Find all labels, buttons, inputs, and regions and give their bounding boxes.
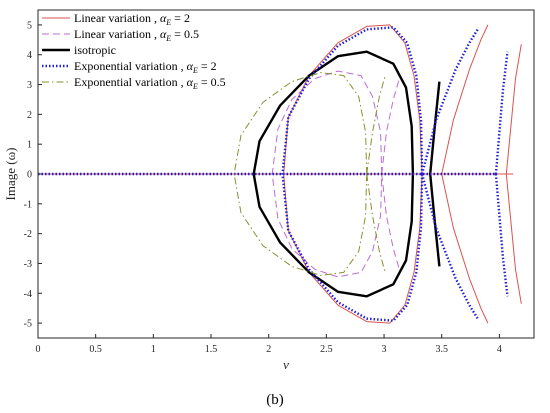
series-2-line-2	[381, 75, 401, 175]
series-5-line-3	[366, 173, 386, 273]
y-tick-label-2: 3	[27, 80, 32, 91]
y-tick-label-10: -5	[24, 319, 32, 330]
x-tick-label-6: 3	[382, 344, 387, 355]
y-tick-label-4: 1	[27, 140, 32, 151]
y-tick-label-0: 5	[27, 20, 32, 31]
series-5	[233, 72, 386, 276]
x-tick-label-5: 2.5	[320, 344, 333, 355]
x-tick-label-3: 1.5	[205, 344, 218, 355]
y-tick-label-9: -4	[24, 289, 32, 300]
x-tick-label-2: 1	[151, 344, 156, 355]
y-axis-ticks: 5 4 3 2 1 0 -1 -2 -3 -4 -5	[24, 20, 42, 330]
y-tick-label-7: -2	[24, 229, 32, 240]
y-tick-label-8: -3	[24, 259, 32, 270]
series-3-line-1	[252, 50, 415, 298]
legend-label-4: Exponential variation , αE = 2	[74, 59, 217, 75]
series-4-line-4	[420, 173, 480, 321]
x-tick-label-0: 0	[36, 344, 41, 355]
series-1-line-5	[505, 44, 522, 175]
series-1-line-4	[441, 173, 489, 324]
series-4-line-3	[420, 27, 480, 175]
series-5-line-2	[366, 75, 386, 175]
series-1-line-6	[505, 173, 522, 304]
x-tick-label-7: 3.5	[435, 344, 448, 355]
y-tick-label-1: 4	[27, 50, 32, 61]
series-5-line-1	[233, 72, 368, 276]
series-4-line-2	[281, 26, 424, 322]
y-axis-label: Image (ω)	[3, 148, 18, 201]
x-tick-label-1: 0.5	[89, 344, 102, 355]
y-tick-label-6: -1	[24, 199, 32, 210]
legend-label-1: Linear variation , αE = 2	[74, 11, 190, 27]
x-axis-label: ν	[283, 357, 289, 372]
x-axis-ticks: 0 0.5 1 1.5 2 2.5 3 3.5 4	[36, 334, 502, 355]
figure-caption: (b)	[266, 392, 284, 408]
legend-label-2: Linear variation , αE = 0.5	[74, 27, 199, 43]
series-2	[271, 70, 401, 278]
y-tick-label-3: 2	[27, 110, 32, 121]
x-tick-label-8: 4	[497, 344, 502, 355]
y-tick-label-5: 0	[27, 170, 32, 181]
series-1-line-3	[441, 24, 489, 175]
series-layer	[38, 24, 522, 324]
x-tick-label-4: 2	[266, 344, 271, 355]
series-2-line-1	[271, 70, 383, 278]
legend-label-3: isotropic	[74, 43, 116, 57]
legend-label-5: Exponential variation , αE = 0.5	[74, 75, 226, 91]
series-4	[38, 26, 509, 322]
series-2-line-3	[381, 173, 401, 273]
